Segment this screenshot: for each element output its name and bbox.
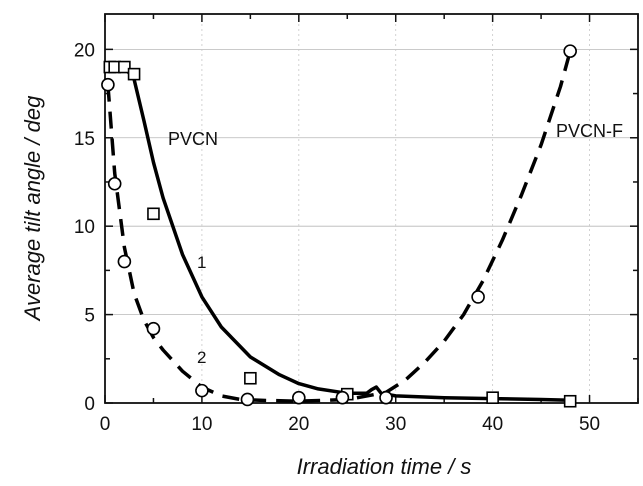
y-tick-label: 15 <box>74 129 95 150</box>
y-tick-label: 5 <box>84 306 95 327</box>
square-marker <box>244 371 257 385</box>
circle-marker <box>471 290 485 304</box>
y-tick-label: 0 <box>84 394 95 415</box>
series-label-pvcn-f: PVCN-F <box>556 121 623 141</box>
circle-marker <box>146 321 161 336</box>
y-tick-labels: 0 5 10 15 20 <box>74 40 95 415</box>
x-tick-label: 40 <box>482 414 503 435</box>
square-marker <box>118 60 131 74</box>
curve-label-2: 2 <box>197 348 206 367</box>
circle-marker <box>107 176 122 191</box>
x-tick-label: 10 <box>191 414 212 435</box>
axis-ticks <box>104 14 639 404</box>
curve-2 <box>106 50 572 403</box>
circle-marker <box>335 390 350 405</box>
x-tick-label: 50 <box>579 414 600 435</box>
square-marker <box>127 67 141 81</box>
square-marker <box>563 394 577 408</box>
circle-marker <box>240 392 255 407</box>
data-markers <box>101 44 577 408</box>
x-tick-labels: 0 10 20 30 40 50 <box>100 414 600 435</box>
circle-marker <box>379 390 393 405</box>
square-marker <box>147 207 160 221</box>
plot-frame <box>104 13 639 404</box>
square-marker <box>486 391 499 404</box>
x-tick-label: 20 <box>288 414 309 435</box>
y-axis-title: Average tilt angle / deg <box>20 95 45 322</box>
y-tick-label: 20 <box>74 40 95 61</box>
circle-marker <box>292 390 306 405</box>
circle-marker <box>563 44 577 58</box>
circle-marker <box>101 77 115 92</box>
circle-marker <box>195 383 209 398</box>
gridlines <box>105 14 638 403</box>
x-axis-title: Irradiation time / s <box>297 454 472 479</box>
series-label-pvcn: PVCN <box>168 129 218 149</box>
curve-label-1: 1 <box>197 253 206 272</box>
y-tick-label: 10 <box>74 217 95 238</box>
curve-1 <box>109 63 571 403</box>
x-tick-label: 0 <box>100 414 111 435</box>
circle-marker <box>117 254 132 269</box>
x-tick-label: 30 <box>385 414 406 435</box>
fit-curves <box>106 50 572 403</box>
